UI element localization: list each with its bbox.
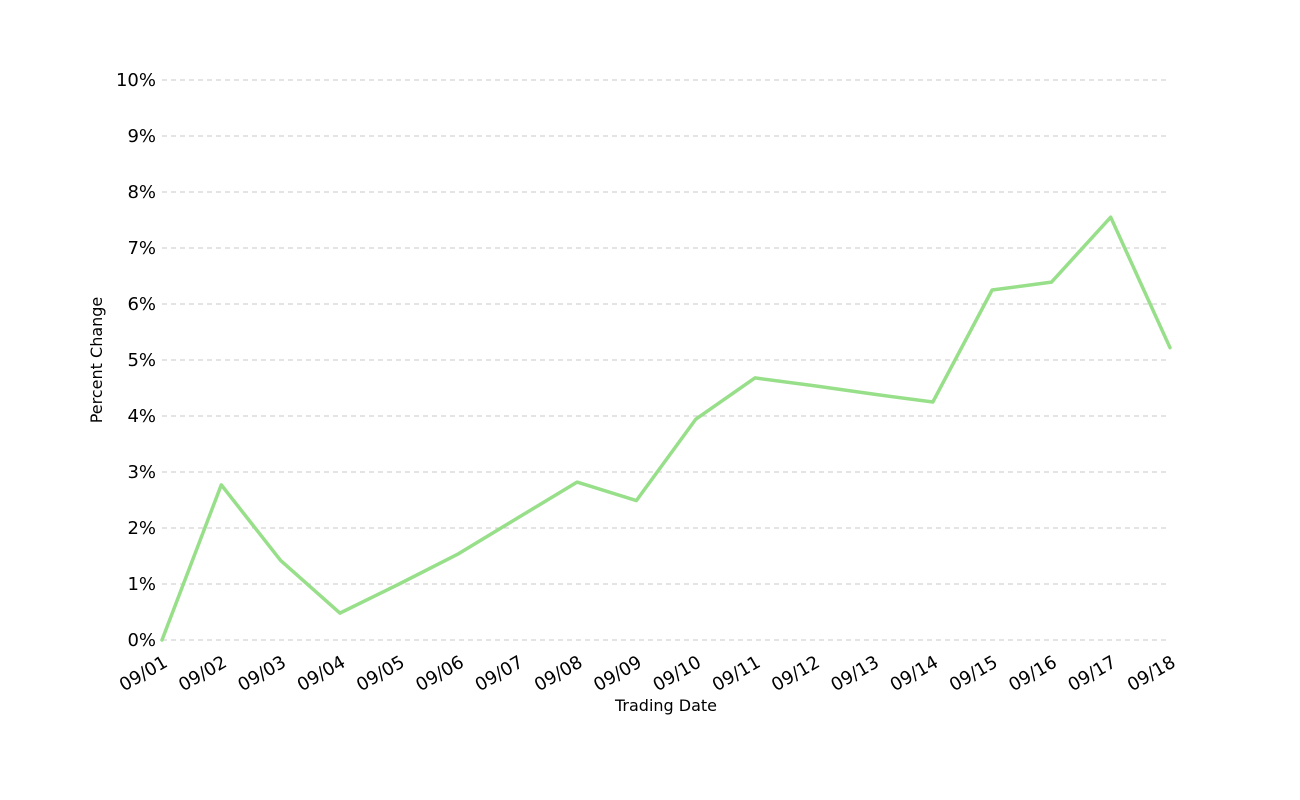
x-tick-label: 09/18 <box>1124 652 1179 696</box>
x-tick-label: 09/12 <box>768 652 823 696</box>
y-tick-label: 10% <box>116 70 156 91</box>
x-tick-label: 09/13 <box>827 652 882 696</box>
y-tick-label: 0% <box>127 630 156 651</box>
y-tick-label: 5% <box>127 350 156 371</box>
series-line <box>160 215 1172 642</box>
x-tick-label: 09/01 <box>116 652 171 696</box>
x-tick-label: 09/09 <box>590 652 645 696</box>
y-tick-label: 6% <box>127 294 156 315</box>
gridlines <box>162 79 1170 641</box>
x-tick-label: 09/17 <box>1065 652 1120 696</box>
x-tick-label: 09/15 <box>946 652 1001 696</box>
y-tick-label: 4% <box>127 406 156 427</box>
y-tick-label: 7% <box>127 238 156 259</box>
x-tick-label: 09/03 <box>234 652 289 696</box>
y-tick-label: 3% <box>127 462 156 483</box>
x-tick-label: 09/10 <box>649 652 704 696</box>
x-axis-title: Trading Date <box>614 696 717 715</box>
y-tick-label: 9% <box>127 126 156 147</box>
x-tick-label: 09/08 <box>531 652 586 696</box>
x-tick-label: 09/11 <box>709 652 764 696</box>
y-tick-label: 1% <box>127 574 156 595</box>
y-axis-title: Percent Change <box>87 297 106 424</box>
x-tick-label: 09/06 <box>412 652 467 696</box>
x-axis-tick-labels: 09/01 09/02 09/03 09/04 09/05 09/06 09/07 09/08… <box>116 652 1179 696</box>
x-tick-label: 09/05 <box>353 652 408 696</box>
x-tick-label: 09/02 <box>175 652 230 696</box>
x-tick-label: 09/16 <box>1005 652 1060 696</box>
y-tick-label: 8% <box>127 182 156 203</box>
x-tick-label: 09/14 <box>887 652 942 696</box>
x-tick-label: 09/07 <box>472 652 527 696</box>
series-lines <box>160 215 1172 642</box>
y-tick-label: 2% <box>127 518 156 539</box>
y-axis-tick-labels: 0% 1% 2% 3% 4% 5% 6% 7% 8% 9% 10% <box>116 70 156 651</box>
x-tick-label: 09/04 <box>294 652 349 696</box>
